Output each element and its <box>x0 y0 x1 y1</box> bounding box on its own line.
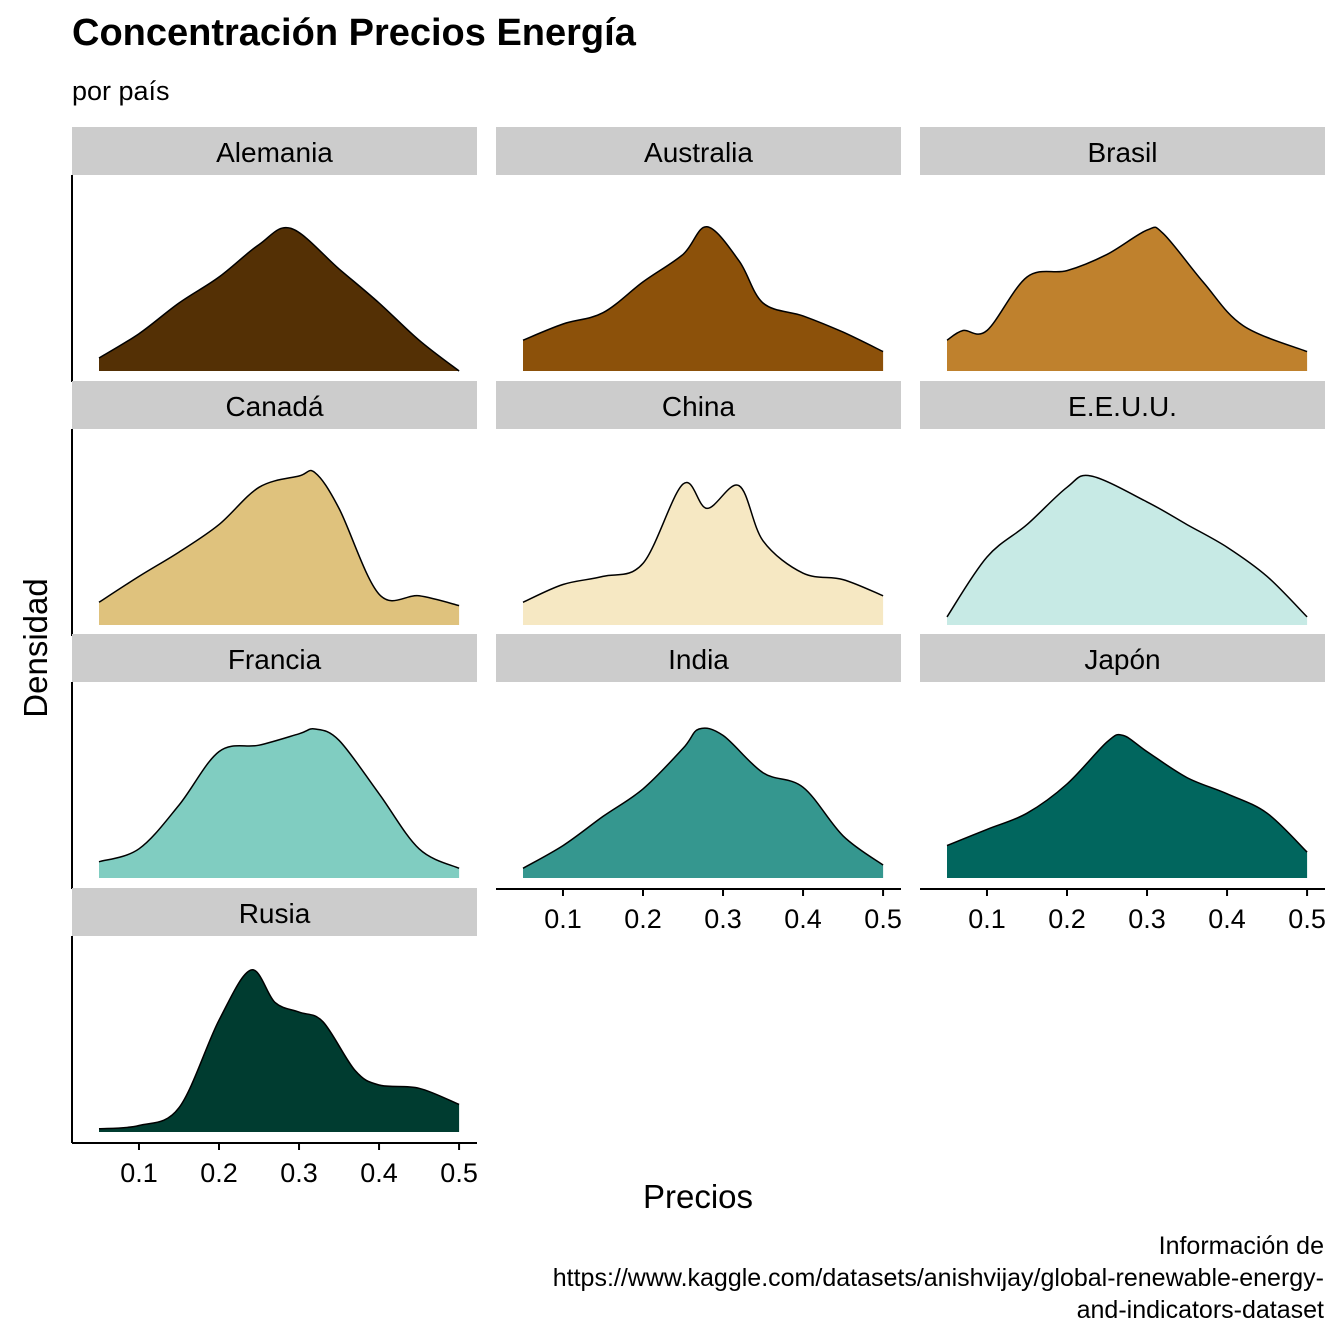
density-outline <box>98 469 460 607</box>
x-tick-label: 0.2 <box>1048 904 1086 934</box>
x-tick-label: 0.5 <box>1288 904 1326 934</box>
facet-label: Alemania <box>216 137 333 168</box>
facet-strip <box>72 888 477 936</box>
density-area <box>523 226 884 371</box>
density-outline <box>522 226 884 353</box>
x-tick-label: 0.1 <box>968 904 1006 934</box>
facet-label: Brasil <box>1087 137 1157 168</box>
chart-title: Concentración Precios Energía <box>72 12 636 54</box>
density-area <box>947 734 1308 878</box>
facet-strip <box>72 381 477 429</box>
density-area <box>947 227 1308 371</box>
facet-label: Canadá <box>225 391 324 422</box>
chart-subtitle: por país <box>72 76 170 106</box>
density-outline <box>522 727 884 869</box>
facet-label: Francia <box>228 644 322 675</box>
facet-australia: Australia <box>496 127 901 371</box>
x-axis-title: Precios <box>643 1178 753 1215</box>
density-outline <box>946 474 1308 618</box>
facet-panels: Alemania Australia Brasil Canadá China E.E.U.… <box>71 127 1326 1188</box>
facet-e-e-u-u: E.E.U.U. <box>920 381 1325 625</box>
facet-label: Australia <box>644 137 753 168</box>
density-outline <box>98 728 460 869</box>
x-tick-label: 0.3 <box>1128 904 1166 934</box>
facet-canada: Canadá <box>71 381 477 636</box>
density-outline <box>98 226 460 372</box>
x-tick-label: 0.4 <box>1208 904 1246 934</box>
x-tick-label: 0.2 <box>624 904 662 934</box>
x-tick-label: 0.3 <box>280 1158 318 1188</box>
facet-strip <box>496 381 901 429</box>
facet-label: Rusia <box>239 898 311 929</box>
facet-strip <box>72 127 477 175</box>
x-tick-label: 0.5 <box>864 904 902 934</box>
facet-strip <box>72 634 477 682</box>
density-outline <box>946 733 1308 853</box>
facet-japon: Japón 0.1 0.2 0.3 0.4 0.5 <box>920 634 1326 934</box>
x-tick-label: 0.3 <box>704 904 742 934</box>
facet-strip <box>496 127 901 175</box>
density-area <box>99 969 460 1132</box>
facet-alemania: Alemania <box>71 127 477 382</box>
density-area <box>947 475 1308 625</box>
density-area <box>523 482 884 625</box>
facet-brasil: Brasil <box>920 127 1325 371</box>
density-outline <box>946 226 1308 353</box>
x-tick-label: 0.1 <box>544 904 582 934</box>
density-area <box>523 728 884 878</box>
density-outline <box>98 969 460 1130</box>
x-tick-label: 0.4 <box>360 1158 398 1188</box>
y-axis-title: Densidad <box>17 578 54 717</box>
density-area <box>99 470 460 625</box>
facet-francia: Francia <box>71 634 477 889</box>
facet-strip <box>496 634 901 682</box>
facet-label: India <box>668 644 729 675</box>
facet-rusia: Rusia 0.1 0.2 0.3 0.4 0.5 <box>71 888 478 1188</box>
facet-china: China <box>496 381 901 625</box>
facet-strip <box>920 127 1325 175</box>
facet-label: Japón <box>1084 644 1160 675</box>
facet-strip <box>920 634 1325 682</box>
x-tick-label: 0.4 <box>784 904 822 934</box>
facet-label: China <box>662 391 736 422</box>
x-tick-label: 0.5 <box>440 1158 478 1188</box>
density-area <box>99 728 460 878</box>
source-caption: Información de https://www.kaggle.com/da… <box>552 1232 1324 1324</box>
density-outline <box>522 481 884 603</box>
facet-strip <box>920 381 1325 429</box>
facet-india: India 0.1 0.2 0.3 0.4 0.5 <box>496 634 902 934</box>
x-tick-label: 0.1 <box>120 1158 158 1188</box>
facet-label: E.E.U.U. <box>1068 391 1177 422</box>
density-area <box>99 227 460 371</box>
x-tick-label: 0.2 <box>200 1158 238 1188</box>
